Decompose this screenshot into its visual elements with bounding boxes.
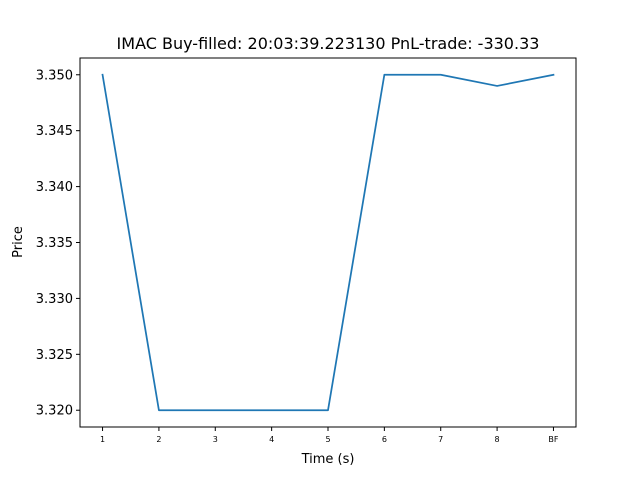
plot-area: [80, 58, 576, 427]
y-tick-label: 3.320: [36, 404, 73, 419]
x-tick-label: 8: [495, 435, 500, 444]
x-axis-ticks: 1 2 3 4 5 6 7 8 BF: [100, 427, 559, 444]
x-tick-label: 1: [100, 435, 105, 444]
x-tick-label: 2: [156, 435, 161, 444]
y-axis-label: Price: [11, 226, 26, 258]
series-layer: [101, 73, 555, 412]
x-tick-label: BF: [548, 435, 558, 444]
x-axis-label: Time (s): [301, 452, 355, 467]
y-tick-label: 3.345: [36, 124, 73, 139]
x-tick-label: 3: [213, 435, 218, 444]
x-tick-label: 4: [269, 435, 274, 444]
y-tick-label: 3.350: [36, 68, 73, 83]
chart-title: IMAC Buy-filled: 20:03:39.223130 PnL-tra…: [117, 34, 540, 53]
y-tick-label: 3.325: [36, 348, 73, 363]
x-tick-label: 5: [325, 435, 330, 444]
y-tick-label: 3.330: [36, 292, 73, 307]
x-tick-label: 7: [438, 435, 443, 444]
y-tick-label: 3.335: [36, 236, 73, 251]
y-axis-ticks: 3.320 3.325 3.330 3.335 3.340 3.345 3.350: [36, 68, 80, 419]
y-tick-label: 3.340: [36, 180, 73, 195]
x-tick-label: 6: [382, 435, 387, 444]
plot-frame: [79, 57, 577, 428]
price-series-line: [101, 73, 555, 412]
